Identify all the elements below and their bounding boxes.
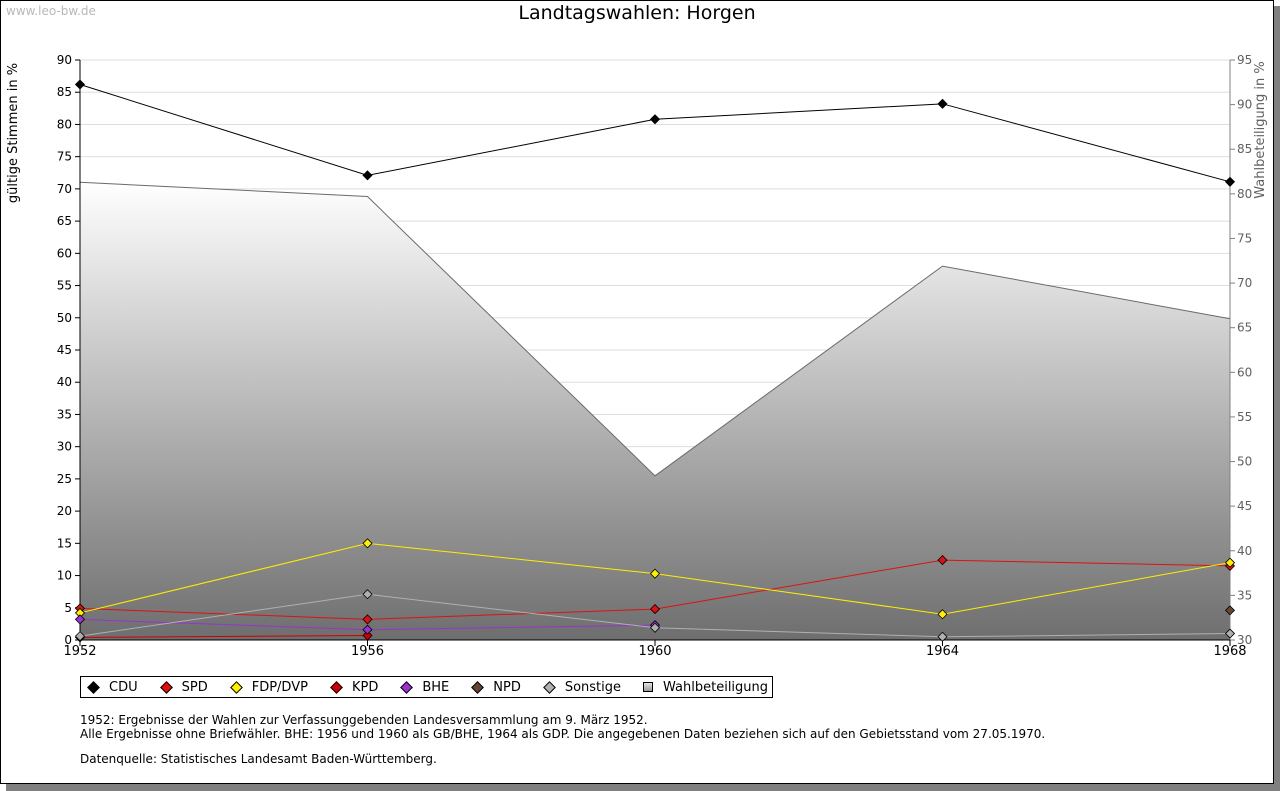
data-point bbox=[1224, 605, 1236, 616]
watermark: www.leo-bw.de bbox=[6, 4, 96, 18]
y2-axis-title: Wahlbeteiligung in % bbox=[1253, 61, 1268, 198]
turnout-area bbox=[80, 182, 1230, 640]
data-point bbox=[362, 624, 373, 635]
y2-tick-label: 45 bbox=[1237, 499, 1252, 513]
data-point bbox=[74, 631, 86, 642]
data-point bbox=[1224, 176, 1236, 187]
y2-tick-label: 40 bbox=[1237, 544, 1252, 558]
y2-tick-label: 75 bbox=[1237, 231, 1252, 245]
legend-square-icon bbox=[643, 682, 654, 692]
legend-item: SPD bbox=[160, 680, 208, 695]
legend-diamond-icon bbox=[471, 681, 483, 693]
y-tick-label: 70 bbox=[57, 182, 72, 196]
y-tick-label: 15 bbox=[57, 536, 72, 550]
y-tick-label: 65 bbox=[57, 214, 72, 228]
y-tick-label: 40 bbox=[57, 375, 72, 389]
x-tick-label: 1968 bbox=[1213, 644, 1246, 659]
data-point bbox=[937, 631, 948, 642]
legend-item: NPD bbox=[471, 680, 521, 695]
chart-plot: 0 5 10 15 20 25 30 35 40 45 50 55 60 65 70 75 80 85 90 30 35… bbox=[6, 53, 1268, 659]
y2-tick-label: 30 bbox=[1237, 633, 1252, 647]
y-tick-label: 45 bbox=[57, 343, 72, 357]
legend-diamond-icon bbox=[230, 681, 242, 693]
legend-item: Wahlbeteiligung bbox=[643, 680, 768, 695]
legend-diamond-icon bbox=[87, 681, 99, 693]
x-tick-label: 1952 bbox=[63, 644, 96, 659]
chart-legend: CDU SPD FDP/DVP KPD BHE NPD Sonstige Wahlbeteil… bbox=[80, 676, 774, 698]
data-point bbox=[937, 98, 948, 109]
data-point bbox=[362, 589, 373, 600]
data-point bbox=[937, 609, 948, 620]
y-axis-title: gültige Stimmen in % bbox=[6, 63, 21, 203]
y2-tick-label: 55 bbox=[1237, 410, 1252, 424]
legend-item: Sonstige bbox=[543, 680, 621, 695]
legend-item: KPD bbox=[330, 680, 378, 695]
data-point bbox=[362, 538, 373, 549]
data-point bbox=[362, 614, 373, 625]
y-tick-label: 10 bbox=[57, 569, 72, 583]
note-line: Alle Ergebnisse ohne Briefwähler. BHE: 1… bbox=[80, 727, 1046, 741]
frame-shadow-bottom bbox=[6, 784, 1280, 791]
y-tick-label: 50 bbox=[57, 311, 72, 325]
series-line bbox=[79, 84, 1231, 183]
y-tick-label: 55 bbox=[57, 279, 72, 293]
x-tick-label: 1964 bbox=[926, 644, 959, 659]
data-point bbox=[649, 114, 661, 125]
y2-tick-label: 65 bbox=[1237, 321, 1252, 335]
y-tick-label: 80 bbox=[57, 117, 72, 131]
data-point bbox=[74, 614, 86, 625]
data-source: Datenquelle: Statistisches Landesamt Bad… bbox=[80, 752, 437, 766]
legend-label: Sonstige bbox=[564, 679, 622, 695]
data-point bbox=[937, 555, 948, 566]
y2-tick-label: 50 bbox=[1237, 455, 1252, 469]
legend-label: KPD bbox=[351, 679, 379, 695]
legend-label: NPD bbox=[493, 679, 521, 695]
y-tick-label: 75 bbox=[57, 150, 72, 164]
y-tick-label: 30 bbox=[57, 440, 72, 454]
legend-label: Wahlbeteiligung bbox=[663, 679, 769, 695]
data-point bbox=[74, 79, 86, 90]
frame-shadow-right bbox=[1274, 6, 1280, 791]
data-point bbox=[362, 630, 373, 641]
data-point bbox=[649, 622, 661, 633]
legend-item: CDU bbox=[87, 680, 138, 695]
data-point bbox=[362, 170, 373, 181]
legend-diamond-icon bbox=[330, 681, 342, 693]
legend-label: CDU bbox=[109, 679, 138, 695]
y2-tick-label: 95 bbox=[1237, 53, 1252, 67]
legend-item: FDP/DVP bbox=[230, 680, 308, 695]
legend-label: BHE bbox=[422, 679, 450, 695]
turnout-line bbox=[79, 181, 1231, 477]
chart-title: Landtagswahlen: Horgen bbox=[518, 2, 756, 24]
y-tick-label: 60 bbox=[57, 246, 72, 260]
y-tick-label: 85 bbox=[57, 85, 72, 99]
legend-item: BHE bbox=[400, 680, 449, 695]
note-line: 1952: Ergebnisse der Wahlen zur Verfassu… bbox=[80, 713, 648, 727]
y2-tick-label: 85 bbox=[1237, 142, 1252, 156]
y2-tick-label: 70 bbox=[1237, 276, 1252, 290]
legend-label: FDP/DVP bbox=[251, 679, 308, 695]
legend-diamond-icon bbox=[543, 681, 555, 693]
y2-tick-label: 80 bbox=[1237, 187, 1252, 201]
y-tick-label: 90 bbox=[57, 53, 72, 67]
legend-diamond-icon bbox=[160, 681, 172, 693]
series-line bbox=[79, 634, 368, 638]
y2-tick-label: 90 bbox=[1237, 98, 1252, 112]
x-tick-label: 1956 bbox=[351, 644, 384, 659]
y-tick-label: 5 bbox=[64, 601, 72, 615]
data-point bbox=[1224, 628, 1236, 639]
y2-tick-label: 60 bbox=[1237, 365, 1252, 379]
data-point bbox=[649, 568, 661, 579]
y-tick-label: 25 bbox=[57, 472, 72, 486]
y-tick-label: 0 bbox=[64, 633, 72, 647]
y2-tick-label: 35 bbox=[1237, 588, 1252, 602]
data-point bbox=[649, 604, 661, 615]
legend-label: SPD bbox=[181, 679, 208, 695]
legend-diamond-icon bbox=[400, 681, 412, 693]
y-tick-label: 35 bbox=[57, 407, 72, 421]
chart-notes: 1952: Ergebnisse der Wahlen zur Verfassu… bbox=[80, 713, 1045, 741]
data-point bbox=[1224, 557, 1236, 568]
y-tick-label: 20 bbox=[57, 504, 72, 518]
x-tick-label: 1960 bbox=[638, 644, 671, 659]
